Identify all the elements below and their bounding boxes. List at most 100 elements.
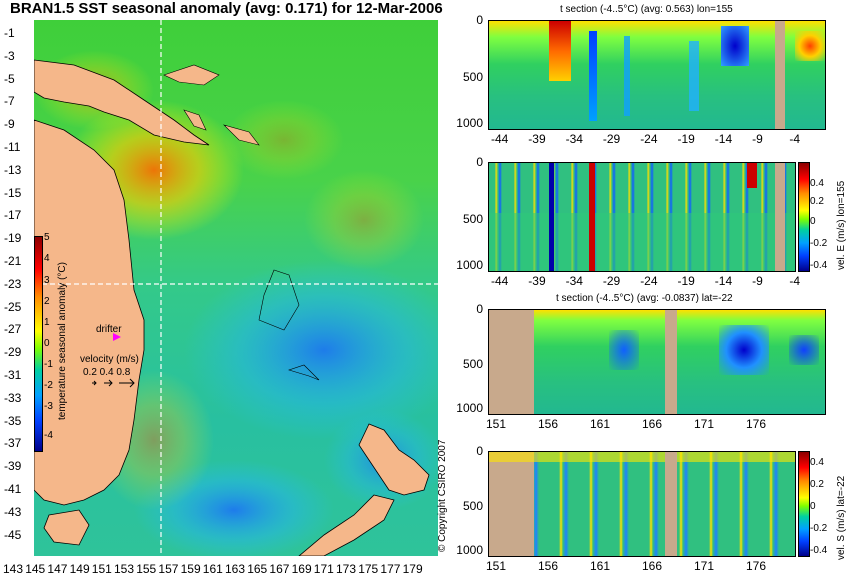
p2-x-tick-label: -29 xyxy=(602,274,621,288)
lat-tick-label: -11 xyxy=(4,140,21,154)
panel2-colorbar-tick-2: 0 xyxy=(810,216,816,227)
land-papua-new-guinea xyxy=(34,59,210,146)
p1-y-tick-label: 1000 xyxy=(456,116,483,130)
p4-x-tick-label: 151 xyxy=(486,559,507,573)
lat-tick-label: -17 xyxy=(4,208,22,223)
page-title: BRAN1.5 SST seasonal anomaly (avg: 0.171… xyxy=(10,0,443,17)
lon-tick-label: 165 xyxy=(247,562,268,576)
panel4-colorbar-tick-0: 0.4 xyxy=(810,457,824,468)
panel2-colorbar-tick-0: 0.4 xyxy=(810,178,824,189)
map-colorbar-tick-m1: -1 xyxy=(44,359,53,370)
lat-tick-label: -43 xyxy=(4,504,22,519)
panel3-title: t section (-4..5°C) (avg: -0.0837) lat=-… xyxy=(556,293,733,304)
velocity-values: 0.2 0.4 0.8 xyxy=(83,367,131,378)
lat-tick-label: -45 xyxy=(4,527,22,542)
p2-y-tick-label: 1000 xyxy=(456,258,483,272)
panel4-section[interactable] xyxy=(488,451,796,557)
map-colorbar-tick-0: 0 xyxy=(44,338,50,349)
lon-tick-label: 169 xyxy=(291,562,312,576)
velocity-arrow-legend xyxy=(92,378,135,388)
panel4-colorbar-tick-2: 0 xyxy=(810,501,816,512)
p4-x-tick-label: 161 xyxy=(590,559,611,573)
lon-tick-label: 163 xyxy=(225,562,246,576)
map-colorbar-tick-m2: -2 xyxy=(44,380,53,391)
lon-tick-label: 143 xyxy=(3,562,24,576)
lat-tick-label: -31 xyxy=(4,368,22,382)
panel3-section[interactable] xyxy=(488,309,826,415)
p2-x-tick-label: -24 xyxy=(640,274,658,288)
panel2-colorbar xyxy=(798,162,810,272)
lat-tick-label: -41 xyxy=(4,482,22,496)
p2-x-tick-label: -34 xyxy=(565,274,583,288)
lon-tick-label: 177 xyxy=(380,562,401,576)
lat-tick-label: -21 xyxy=(4,254,22,268)
p4-y-tick-label: 0 xyxy=(476,444,483,458)
p3-y-tick-label: 500 xyxy=(462,356,483,371)
p2-x-tick-label: -9 xyxy=(752,274,763,288)
panel4-colorbar-tick-1: 0.2 xyxy=(810,479,824,490)
drifter-marker xyxy=(113,333,121,341)
p3-y-tick-label: 0 xyxy=(476,302,483,316)
land-australia xyxy=(34,119,145,506)
p1-x-tick-label: -19 xyxy=(677,132,695,146)
p1-x-tick-label: -14 xyxy=(714,132,733,146)
lat-tick-label: -9 xyxy=(4,117,15,132)
p3-x-tick-label: 166 xyxy=(642,417,663,431)
lat-tick-label: -39 xyxy=(4,459,22,474)
p3-x-tick-label: 151 xyxy=(486,417,507,431)
land-tasmania xyxy=(43,509,90,546)
panel2-colorbar-tick-4: -0.4 xyxy=(810,260,828,271)
lat-tick-label: -35 xyxy=(4,413,22,428)
p1-x-tick-label: -24 xyxy=(640,132,658,146)
p3-x-tick-label: 161 xyxy=(590,417,611,431)
p2-x-tick-label: -39 xyxy=(528,274,546,288)
p1-x-tick-label: -39 xyxy=(528,132,546,146)
velocity-label: velocity (m/s) xyxy=(80,354,139,365)
p1-x-tick-label: -44 xyxy=(491,132,509,146)
panel1-section[interactable] xyxy=(488,20,826,130)
panel2-colorbar-label: vel. E (m/s) lon=155 xyxy=(836,180,847,270)
p2-y-tick-label: 500 xyxy=(462,211,483,226)
panel4-colorbar-tick-3: -0.2 xyxy=(810,523,828,534)
map-colorbar xyxy=(34,236,43,452)
p1-y-tick-label: 0 xyxy=(476,13,483,27)
lon-tick-label: 179 xyxy=(402,562,423,576)
lon-tick-label: 151 xyxy=(91,562,112,576)
lat-tick-label: -27 xyxy=(4,322,22,337)
p2-y-tick-label: 0 xyxy=(476,155,483,169)
p4-x-tick-label: 156 xyxy=(538,559,559,573)
lat-tick-label: -25 xyxy=(4,299,22,314)
panel4-colorbar-label: vel. S (m/s) lat=-22 xyxy=(836,475,847,560)
p3-x-tick-label: 171 xyxy=(694,417,715,431)
lon-tick-label: 173 xyxy=(336,562,357,576)
panel4-colorbar xyxy=(798,451,810,557)
lat-tick-label: -23 xyxy=(4,276,22,291)
p1-x-tick-label: -29 xyxy=(602,132,621,146)
panel1-title: t section (-4..5°C) (avg: 0.563) lon=155 xyxy=(560,4,733,15)
p4-x-tick-label: 176 xyxy=(746,559,767,573)
p2-x-tick-label: -19 xyxy=(677,274,695,288)
lat-tick-label: -13 xyxy=(4,162,22,177)
land-new-zealand-south xyxy=(298,494,395,556)
lat-tick-label: -1 xyxy=(4,26,15,40)
panel4-colorbar-tick-4: -0.4 xyxy=(810,545,828,556)
lat-tick-label: -3 xyxy=(4,48,15,63)
p4-y-tick-label: 500 xyxy=(462,498,483,513)
lon-tick-label: 175 xyxy=(358,562,379,576)
lon-tick-label: 145 xyxy=(25,562,46,576)
lon-tick-label: 153 xyxy=(114,562,135,576)
p1-y-tick-label: 500 xyxy=(462,69,483,84)
panel2-section[interactable] xyxy=(488,162,796,272)
lat-tick-label: -15 xyxy=(4,185,22,200)
p3-y-tick-label: 1000 xyxy=(456,401,483,415)
sst-anomaly-map[interactable] xyxy=(34,20,438,556)
p2-x-tick-label: -44 xyxy=(491,274,509,288)
panel2-colorbar-tick-3: -0.2 xyxy=(810,238,828,249)
land-new-zealand-north xyxy=(358,423,430,496)
lon-tick-label: 155 xyxy=(136,562,157,576)
lon-tick-label: 149 xyxy=(69,562,90,576)
lon-tick-label: 171 xyxy=(313,562,334,576)
p4-x-tick-label: 166 xyxy=(642,559,663,573)
lat-tick-label: -37 xyxy=(4,436,22,451)
map-colorbar-tick-3: 3 xyxy=(44,275,50,286)
